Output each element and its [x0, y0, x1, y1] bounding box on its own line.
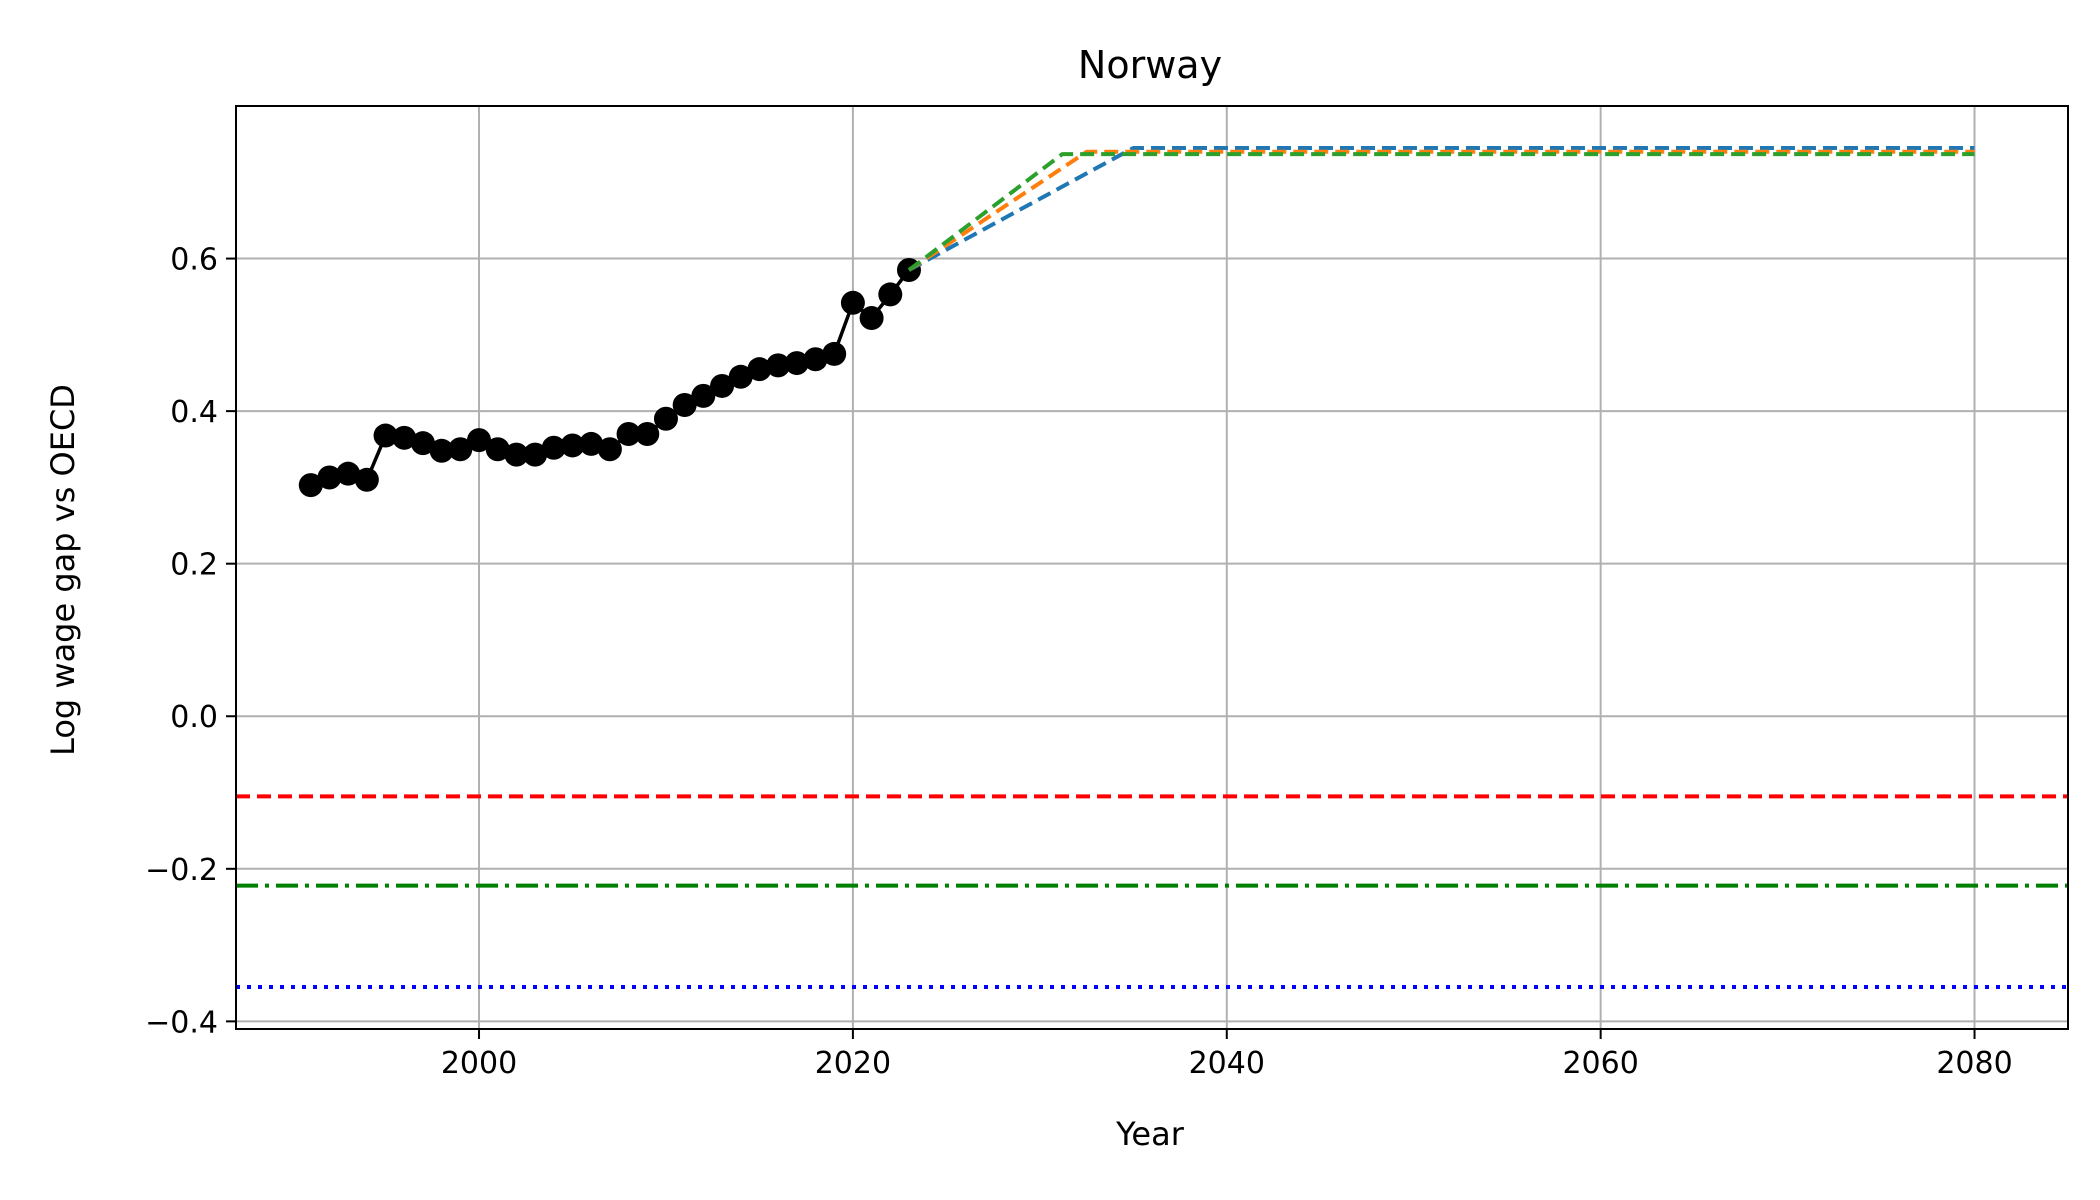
- data-point: [523, 442, 548, 467]
- ticks: 2000 2020 2040 2060 2080 −0.4 −0.2 0.0 0.2 0.4 0.6: [145, 243, 2013, 1081]
- x-tick-label: 2060: [1562, 1046, 1638, 1081]
- y-tick-label: 0.4: [170, 395, 218, 430]
- data-point: [653, 406, 678, 431]
- data-point: [429, 438, 454, 463]
- data-point: [298, 473, 323, 498]
- data-point: [859, 306, 884, 331]
- series-line-1: [908, 146, 1975, 272]
- y-axis-label: Log wage gap vs OECD: [44, 384, 82, 756]
- data-point: [336, 461, 361, 486]
- data-point: [448, 437, 473, 462]
- data-point: [373, 423, 398, 448]
- x-tick-label: 2080: [1936, 1046, 2012, 1081]
- data-point: [317, 465, 342, 490]
- data-point: [878, 282, 903, 307]
- data-point: [616, 422, 641, 447]
- grid: [236, 106, 2068, 1029]
- data-point: [467, 428, 492, 453]
- x-tick-label: 2040: [1189, 1046, 1265, 1081]
- data-point: [504, 442, 529, 467]
- data-point: [728, 364, 753, 389]
- data-point: [597, 437, 622, 462]
- y-tick-label: 0.2: [170, 548, 218, 583]
- data-point: [541, 435, 566, 460]
- series-line-2: [907, 149, 1975, 272]
- x-tick-label: 2000: [441, 1046, 517, 1081]
- data-point: [392, 425, 417, 450]
- series-line-3: [907, 152, 1975, 272]
- data-point: [485, 437, 510, 462]
- series: [298, 146, 1975, 498]
- x-axis-label: Year: [1115, 1115, 1185, 1153]
- data-point: [560, 433, 585, 458]
- data-point: [635, 422, 660, 447]
- y-tick-label: 0.0: [170, 700, 218, 735]
- data-point: [410, 431, 435, 456]
- data-point: [747, 357, 772, 382]
- chart-title: Norway: [1078, 43, 1222, 87]
- data-point: [822, 341, 847, 366]
- data-point: [672, 393, 697, 418]
- data-point: [840, 290, 865, 315]
- y-tick-label: −0.4: [145, 1005, 218, 1040]
- reference-lines: [236, 794, 2068, 990]
- data-point: [784, 351, 809, 376]
- x-tick-label: 2020: [815, 1046, 891, 1081]
- y-tick-label: −0.2: [145, 853, 218, 888]
- data-point: [579, 431, 604, 456]
- data-point: [354, 467, 379, 492]
- data-point: [691, 383, 716, 408]
- y-tick-label: 0.6: [170, 243, 218, 278]
- data-point: [766, 353, 791, 378]
- data-point: [710, 373, 735, 398]
- plot-frame: [235, 105, 2069, 1030]
- data-point: [803, 347, 828, 372]
